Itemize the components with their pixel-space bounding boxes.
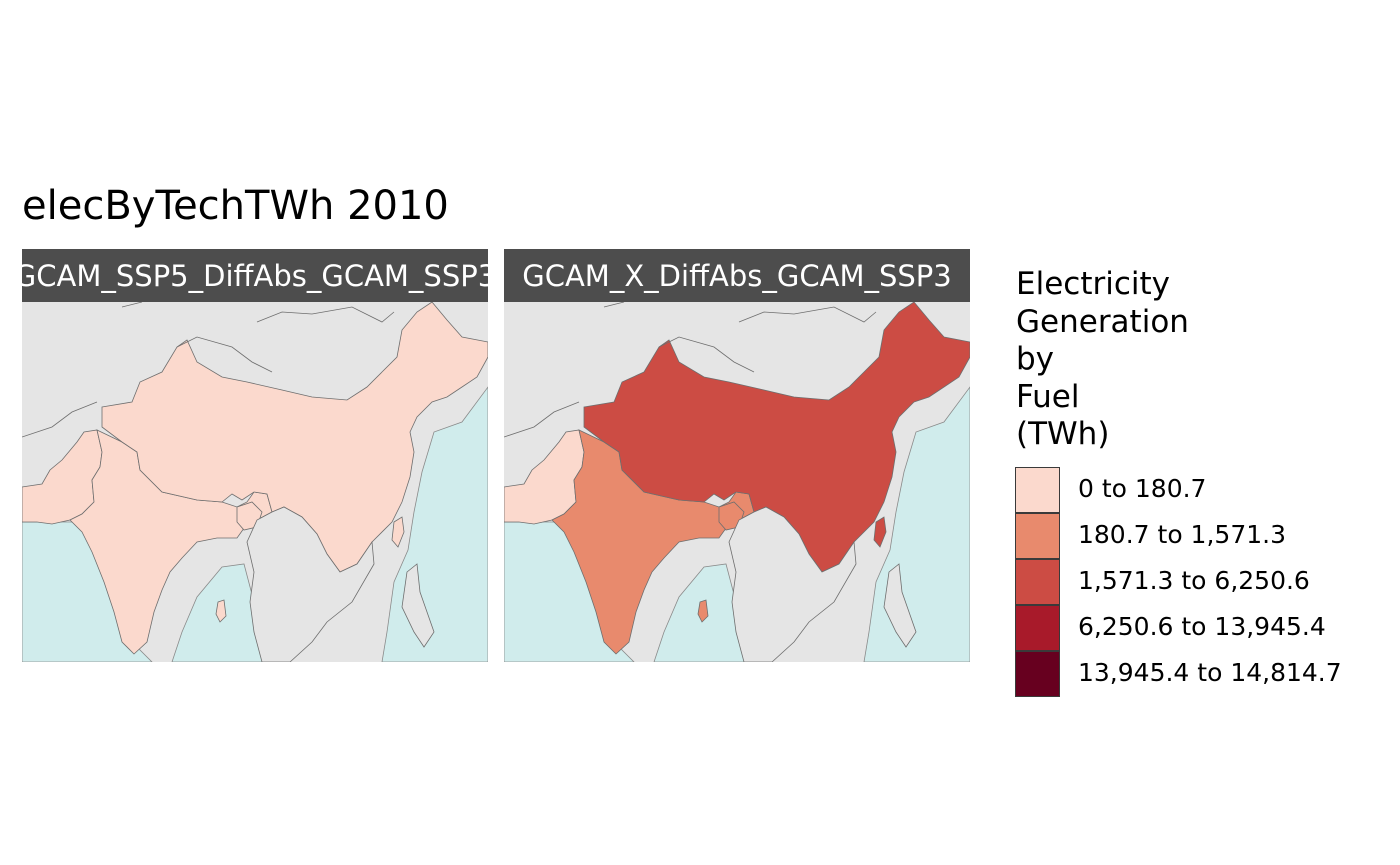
legend-item: 13,945.4 to 14,814.7 bbox=[1015, 651, 1395, 697]
legend-item: 0 to 180.7 bbox=[1015, 467, 1395, 513]
map-x bbox=[504, 302, 970, 662]
region-china bbox=[101, 302, 488, 573]
legend-title-line: Electricity bbox=[1016, 266, 1170, 302]
legend-label: 13,945.4 to 14,814.7 bbox=[1078, 658, 1342, 687]
region-taiwan bbox=[391, 516, 405, 548]
map-title: elecByTechTWh 2010 bbox=[22, 183, 449, 229]
region-philippines bbox=[401, 563, 435, 648]
legend-title-line: Generation bbox=[1016, 303, 1189, 340]
region-philippines bbox=[883, 563, 917, 648]
region-north-borders bbox=[22, 302, 395, 438]
legend-item: 180.7 to 1,571.3 bbox=[1015, 513, 1395, 559]
facet-strip-x: GCAM_X_DiffAbs_GCAM_SSP3 bbox=[504, 249, 970, 302]
legend-title: Electricity Generation by Fuel (TWh) bbox=[1016, 266, 1189, 454]
legend-item: 1,571.3 to 6,250.6 bbox=[1015, 559, 1395, 605]
legend-swatch bbox=[1015, 651, 1060, 697]
legend-label: 6,250.6 to 13,945.4 bbox=[1078, 612, 1326, 641]
legend-label: 1,571.3 to 6,250.6 bbox=[1078, 566, 1310, 595]
legend-label: 0 to 180.7 bbox=[1078, 474, 1207, 503]
legend-item: 6,250.6 to 13,945.4 bbox=[1015, 605, 1395, 651]
legend-label: 180.7 to 1,571.3 bbox=[1078, 520, 1286, 549]
facet-panel-x: GCAM_X_DiffAbs_GCAM_SSP3 bbox=[504, 249, 970, 662]
facet-panel-ssp5: GCAM_SSP5_DiffAbs_GCAM_SSP3 bbox=[22, 249, 488, 662]
map-ssp5 bbox=[22, 302, 488, 662]
region-taiwan bbox=[873, 516, 887, 548]
region-southeast-asia bbox=[246, 506, 375, 662]
facet-strip-ssp5: GCAM_SSP5_DiffAbs_GCAM_SSP3 bbox=[22, 249, 488, 302]
legend: 0 to 180.7 180.7 to 1,571.3 1,571.3 to 6… bbox=[1015, 467, 1395, 697]
legend-title-line: by bbox=[1016, 341, 1055, 377]
legend-swatch bbox=[1015, 605, 1060, 651]
region-southeast-asia bbox=[728, 506, 857, 662]
region-sri-lanka bbox=[215, 599, 227, 623]
legend-title-line: (TWh) bbox=[1016, 416, 1110, 452]
facet-strip-label-x: GCAM_X_DiffAbs_GCAM_SSP3 bbox=[522, 258, 952, 293]
region-china bbox=[583, 302, 970, 573]
region-north-borders bbox=[504, 302, 877, 438]
region-sri-lanka bbox=[697, 599, 709, 623]
legend-swatch bbox=[1015, 467, 1060, 513]
legend-swatch bbox=[1015, 559, 1060, 605]
legend-swatch bbox=[1015, 513, 1060, 559]
legend-title-line: Fuel bbox=[1016, 378, 1080, 415]
facet-strip-label-ssp5: GCAM_SSP5_DiffAbs_GCAM_SSP3 bbox=[22, 258, 488, 293]
